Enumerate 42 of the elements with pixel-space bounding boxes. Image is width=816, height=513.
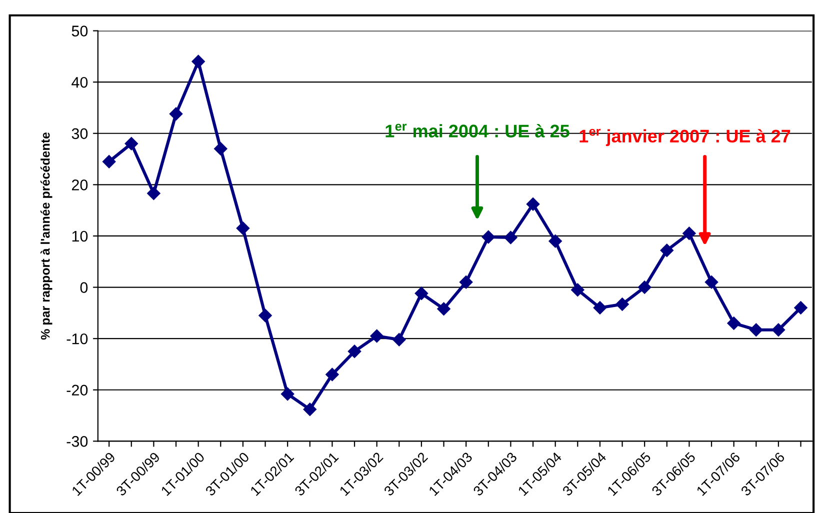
point	[258, 308, 272, 322]
point	[750, 323, 763, 336]
point	[482, 230, 495, 244]
point	[124, 137, 138, 150]
point	[704, 276, 718, 289]
point	[392, 333, 406, 346]
point	[459, 276, 473, 289]
point	[102, 155, 116, 168]
y-tick-label: 40	[72, 76, 88, 88]
y-axis-title: % par rapport à l'année précédente	[40, 132, 52, 340]
point	[772, 323, 786, 336]
y-tick-label: 10	[72, 230, 88, 242]
point	[370, 329, 384, 343]
point	[214, 142, 228, 156]
point	[326, 368, 339, 382]
point	[571, 283, 584, 296]
point	[526, 198, 540, 211]
point	[548, 234, 562, 248]
point	[303, 402, 316, 416]
y-tick-label: -20	[66, 384, 88, 396]
point	[147, 186, 160, 200]
y-tick-label: 0	[80, 282, 88, 293]
point	[638, 280, 652, 294]
point	[192, 54, 205, 68]
point	[682, 226, 696, 240]
point	[437, 302, 450, 316]
y-tick-label: 20	[72, 180, 88, 190]
point	[794, 301, 808, 314]
point	[414, 286, 428, 300]
point	[504, 230, 518, 244]
point	[727, 316, 740, 330]
point	[593, 301, 607, 314]
point	[616, 298, 629, 311]
y-tick-label: 50	[72, 26, 88, 36]
point	[660, 244, 674, 257]
point	[280, 387, 294, 401]
y-tick-label: 30	[72, 128, 88, 140]
y-tick-label: -10	[66, 333, 88, 344]
point	[169, 107, 183, 120]
y-tick-label: -30	[66, 436, 88, 447]
point	[236, 222, 250, 235]
point	[348, 344, 362, 358]
